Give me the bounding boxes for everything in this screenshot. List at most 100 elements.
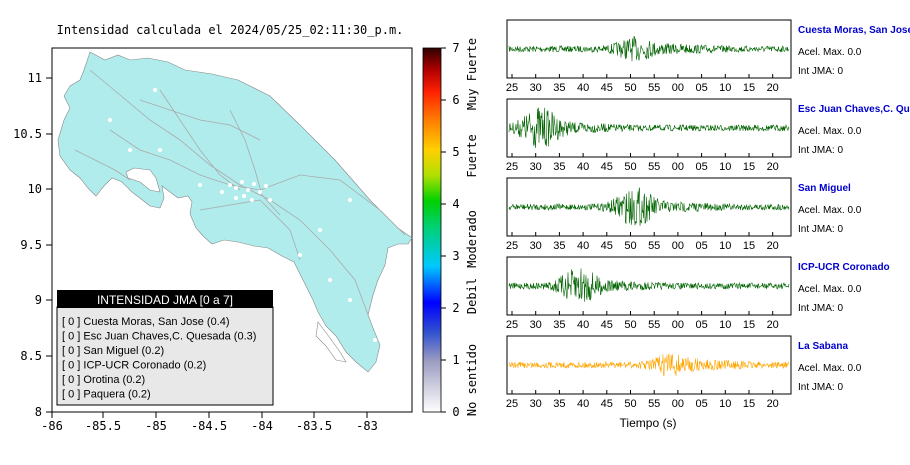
colorbar-label: Fuerte	[465, 134, 479, 177]
colorbar-label: Muy Fuerte	[465, 38, 479, 110]
time-tick-label: 30	[530, 319, 542, 331]
map-y-axis: 11 10.5 10 9.5 9 8.5 8	[13, 71, 52, 419]
waveform-panel: 25 30 35 40 45 50 55 00 05 10 15 20 ICP-UCR Coronado…	[506, 256, 890, 331]
time-tick-label: 50	[624, 319, 636, 331]
time-tick-label: 05	[695, 240, 707, 252]
time-tick-label: 30	[530, 240, 542, 252]
time-tick-label: 35	[553, 240, 565, 252]
time-tick-label: 40	[577, 82, 589, 94]
waveform-panel: 25 30 35 40 45 50 55 00 05 10 15 20 San Miguel Acel. …	[506, 177, 862, 252]
station-name: Cuesta Moras, San Jose	[798, 25, 910, 36]
time-tick-label: 20	[767, 82, 779, 94]
time-tick-label: 35	[553, 161, 565, 173]
map-x-tick-label: -84.5	[191, 419, 227, 433]
time-tick-label: 55	[648, 240, 660, 252]
colorbar-labels: Muy Fuerte Fuerte Moderado Debil No sentido	[465, 38, 479, 416]
time-tick-label: 50	[624, 161, 636, 173]
waveform-trace	[508, 268, 790, 302]
time-tick-label: 50	[624, 398, 636, 410]
time-tick-label: 30	[530, 161, 542, 173]
time-tick-label: 45	[601, 240, 613, 252]
waveform-trace	[508, 36, 790, 62]
time-tick-label: 00	[672, 240, 684, 252]
map-x-tick-label: -83.5	[296, 419, 332, 433]
legend-header	[57, 290, 273, 308]
time-tick-label: 35	[553, 319, 565, 331]
time-tick-label: 10	[719, 82, 731, 94]
legend-item: [ 0 ] San Miguel (0.2)	[62, 345, 164, 357]
legend-item: [ 0 ] Orotina (0.2)	[62, 374, 145, 386]
time-tick-label: 20	[767, 240, 779, 252]
time-tick-label: 05	[695, 82, 707, 94]
colorbar-tick-label: 0	[452, 405, 459, 419]
waveform-panels: 25 30 35 40 45 50 55 00 05 10 15 20 Cuesta Moras, Sa…	[506, 19, 910, 410]
station-int: Int JMA: 0	[798, 66, 843, 77]
station-acel: Acel. Max. 0.0	[798, 126, 862, 137]
time-tick-label: 15	[743, 398, 755, 410]
time-tick-label: 05	[695, 161, 707, 173]
waveform-panel: 25 30 35 40 45 50 55 00 05 10 15 20 Esc Juan Chaves,…	[506, 98, 910, 173]
time-tick-label: 45	[601, 161, 613, 173]
map-x-tick-label: -83	[356, 419, 378, 433]
time-tick-label: 25	[506, 82, 518, 94]
time-tick-label: 55	[648, 319, 660, 331]
time-tick-label: 00	[672, 161, 684, 173]
station-name: La Sabana	[798, 341, 848, 352]
map-x-axis: -86 -85.5 -85 -84.5 -84 -83.5 -83	[41, 412, 378, 433]
time-tick-label: 15	[743, 240, 755, 252]
colorbar-label: No sentido	[465, 344, 479, 416]
map-y-tick-label: 9.5	[20, 238, 42, 252]
time-tick-label: 40	[577, 161, 589, 173]
map-x-tick-label: -85.5	[85, 419, 121, 433]
waveform-trace	[508, 107, 790, 149]
time-tick-label: 25	[506, 319, 518, 331]
time-tick-label: 30	[530, 82, 542, 94]
map-y-tick-label: 10	[28, 182, 42, 196]
time-tick-label: 15	[743, 319, 755, 331]
colorbar-label: Debil	[465, 278, 479, 314]
time-tick-label: 00	[672, 319, 684, 331]
station-markers	[108, 88, 377, 342]
costa-rica-map	[57, 51, 413, 373]
station-int: Int JMA: 0	[798, 145, 843, 156]
land-shape	[57, 51, 413, 373]
colorbar	[422, 47, 442, 413]
colorbar-tick-label: 1	[452, 353, 459, 367]
map-x-tick-label: -85	[145, 419, 167, 433]
waveform-panel: 25 30 35 40 45 50 55 00 05 10 15 20 Cuesta Moras, Sa…	[506, 19, 910, 94]
time-tick-label: 25	[506, 161, 518, 173]
time-tick-label: 55	[648, 161, 660, 173]
time-tick-label: 55	[648, 398, 660, 410]
station-acel: Acel. Max. 0.0	[798, 284, 862, 295]
colorbar-tick-label: 5	[452, 145, 459, 159]
time-axis-label: Tiempo (s)	[620, 416, 677, 430]
time-tick-label: 45	[601, 398, 613, 410]
station-int: Int JMA: 0	[798, 224, 843, 235]
time-tick-label: 20	[767, 398, 779, 410]
time-tick-label: 05	[695, 398, 707, 410]
time-tick-label: 30	[530, 398, 542, 410]
time-tick-label: 15	[743, 161, 755, 173]
map-y-tick-label: 8	[35, 405, 42, 419]
dulce-gulf	[315, 321, 347, 363]
legend-title: INTENSIDAD JMA [0 a 7]	[97, 293, 233, 307]
colorbar-tick-label: 6	[452, 93, 459, 107]
time-tick-label: 05	[695, 319, 707, 331]
station-acel: Acel. Max. 0.0	[798, 47, 862, 58]
map-y-tick-label: 10.5	[13, 127, 42, 141]
legend-item: [ 0 ] ICP-UCR Coronado (0.2)	[62, 360, 206, 372]
time-tick-label: 10	[719, 161, 731, 173]
time-tick-label: 20	[767, 319, 779, 331]
time-tick-label: 40	[577, 240, 589, 252]
waveform-trace	[508, 353, 790, 377]
time-tick-label: 35	[553, 82, 565, 94]
colorbar-ticks: 7 6 5 4 3 2 1 0	[441, 41, 460, 419]
map-x-tick-label: -86	[41, 419, 63, 433]
time-tick-label: 45	[601, 82, 613, 94]
map-y-tick-label: 9	[35, 293, 42, 307]
colorbar-tick-label: 3	[452, 249, 459, 263]
time-tick-label: 00	[672, 398, 684, 410]
time-tick-label: 40	[577, 398, 589, 410]
station-acel: Acel. Max. 0.0	[798, 205, 862, 216]
